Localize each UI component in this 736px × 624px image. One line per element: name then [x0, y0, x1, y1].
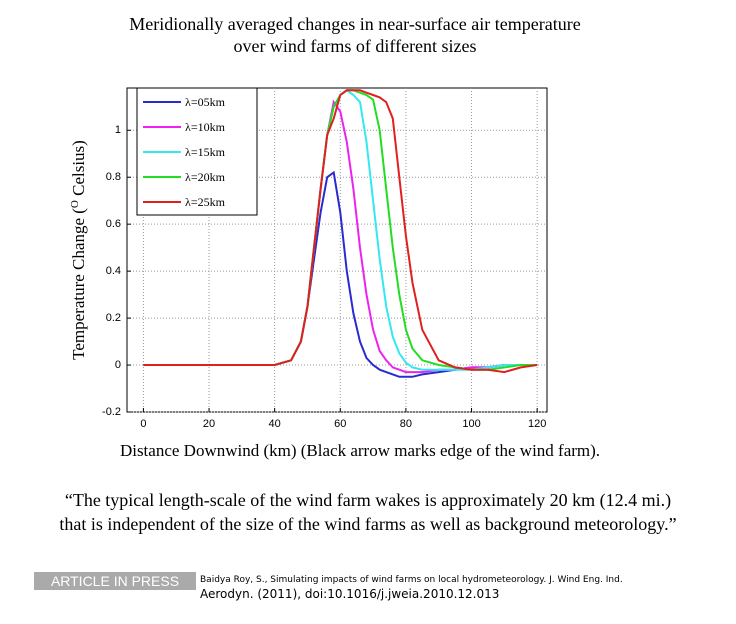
y-label-sup: O [69, 200, 81, 208]
badge: ARTICLE IN PRESS [51, 573, 179, 589]
y-tick-label: 0.2 [106, 312, 121, 324]
x-tick-label: 80 [400, 418, 412, 430]
y-tick-label: 1 [115, 124, 121, 136]
y-label-text: Celsius) [69, 140, 88, 200]
y-axis-label: Temperature Change (O Celsius) [69, 140, 88, 360]
series-line [143, 89, 538, 374]
legend-label: λ=15km [185, 145, 226, 159]
x-tick-label: 0 [140, 418, 146, 430]
x-tick-label: 100 [462, 418, 480, 430]
x-axis-label: Distance Downwind (km) (Black arrow mark… [120, 441, 600, 460]
x-tick-label: 60 [334, 418, 346, 430]
y-tick-label: 0 [115, 359, 121, 371]
y-tick-label: -0.2 [102, 406, 121, 418]
citation: Baidya Roy, S., Simulating impacts of wi… [200, 575, 623, 585]
legend-label: λ=20km [185, 170, 226, 184]
y-tick-label: 0.4 [106, 265, 121, 277]
x-tick-label: 120 [528, 418, 546, 430]
badge-bg [34, 572, 196, 590]
legend-label: λ=10km [185, 120, 226, 134]
chart-title: Meridionally averaged changes in near-su… [129, 14, 580, 34]
quote: that is independent of the size of the w… [59, 514, 676, 534]
chart-title: over wind farms of different sizes [233, 36, 476, 56]
y-tick-label: 0.8 [106, 171, 121, 183]
legend-label: λ=25km [185, 195, 226, 209]
y-tick-label: 0.6 [106, 218, 121, 230]
citation: Aerodyn. (2011), doi:10.1016/j.jweia.201… [200, 587, 499, 601]
y-label-text: Temperature Change ( [69, 208, 88, 360]
x-tick-label: 40 [269, 418, 281, 430]
quote: “The typical length-scale of the wind fa… [65, 490, 671, 511]
x-tick-label: 20 [203, 418, 215, 430]
legend-label: λ=05km [185, 95, 226, 109]
